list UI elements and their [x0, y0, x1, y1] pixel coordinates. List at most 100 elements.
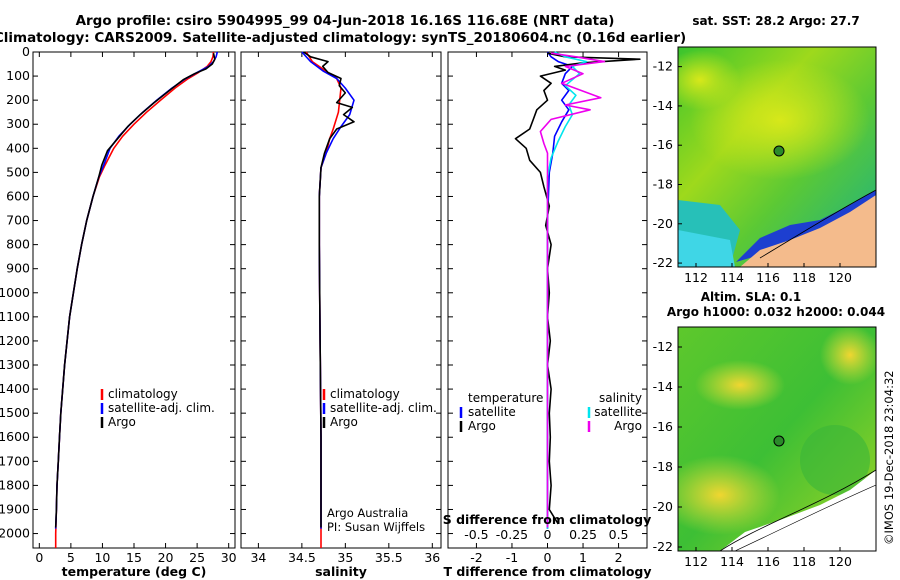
map-y-tick-label: -14 [653, 98, 673, 113]
x-tick-label: 0 [35, 550, 43, 565]
legend-label: Argo [614, 419, 642, 433]
x-tick-label: 2 [615, 550, 623, 565]
temperature-panel: 0 5 10 15 20 25 30 temperature (deg C) 0 100 200 30… [0, 44, 237, 579]
legend-label: satellite-adj. clim. [108, 401, 215, 415]
land-sst [740, 195, 876, 267]
map-x-tick-label: 114 [720, 554, 744, 569]
series-line-0 [54, 51, 215, 548]
y-tick-label: 200 [6, 92, 30, 107]
y-tick-label: 1200 [0, 333, 30, 348]
plot-frame [32, 51, 236, 549]
map-y-tick-label: -20 [653, 499, 673, 514]
argo-position-marker-sla [773, 435, 785, 447]
x-tick-label: 34.5 [288, 550, 316, 565]
legend-label: satellite [594, 405, 642, 419]
y-tick-label: 1600 [0, 429, 30, 444]
map-x-tick-label: 112 [684, 554, 708, 569]
credit: ©IMOS 19-Dec-2018 23:04:32 [882, 370, 896, 545]
y-tick-label: 1700 [0, 453, 30, 468]
salinity-annotation-2: PI: Susan Wijffels [327, 520, 425, 534]
x-tick-label: 35 [337, 550, 353, 565]
series-line-2 [546, 51, 588, 529]
series-line-1 [54, 51, 219, 529]
y-tick-label: 900 [6, 261, 30, 276]
map-x-tick-label: 118 [792, 554, 816, 569]
y-tick-label: 0 [22, 44, 30, 59]
y-tick-label: 1300 [0, 357, 30, 372]
legend-label: climatology [108, 387, 178, 401]
x-tick-label: 1 [579, 550, 587, 565]
legend-title-temperature: temperature [468, 391, 543, 405]
x-axis-label: salinity [315, 564, 367, 579]
x-tick-label: 20 [158, 550, 174, 565]
series-line-1 [301, 51, 355, 529]
salinity-panel: 34 34.5 35 35.5 36 salinity climatologysatelli… [240, 51, 442, 579]
y-tick-label: 700 [6, 213, 30, 228]
series-line-0 [305, 51, 342, 548]
x-axis-label: T difference from climatology [443, 564, 651, 579]
map-x-tick-label: 120 [828, 270, 852, 285]
map-x-tick-label: 120 [828, 554, 852, 569]
x-tick-label: -2 [470, 550, 482, 565]
x2-tick-label: -0.5 [464, 527, 488, 542]
series-line-1 [514, 52, 641, 525]
map-y-tick-label: -22 [653, 539, 673, 554]
x2-tick-label: 0.25 [569, 527, 597, 542]
map-x-tick-label: 112 [684, 270, 708, 285]
y-tick-label: 1100 [0, 309, 30, 324]
x2-tick-label: 0.5 [609, 527, 629, 542]
x-tick-label: -1 [506, 550, 518, 565]
sla-title2: Argo h1000: 0.032 h2000: 0.044 [667, 305, 885, 319]
x-tick-label: 25 [189, 550, 205, 565]
map-y-tick-label: -18 [653, 459, 673, 474]
series-line-2 [303, 51, 355, 528]
x-tick-label: 10 [94, 550, 110, 565]
map-x-tick-label: 114 [720, 270, 744, 285]
plot-frame [240, 51, 442, 549]
legend-label: Argo [330, 415, 358, 429]
y-tick-label: 2000 [0, 526, 30, 541]
x2-tick-label: 0 [544, 527, 552, 542]
legend-label: Argo [468, 419, 496, 433]
sla-title1: Altim. SLA: 0.1 [701, 290, 802, 304]
x-tick-label: 35.5 [375, 550, 403, 565]
series-line-0 [546, 51, 574, 529]
x-tick-label: 36 [424, 550, 440, 565]
y-tick-label: 600 [6, 188, 30, 203]
map-y-tick-label: -12 [653, 339, 673, 354]
y-tick-label: 500 [6, 164, 30, 179]
x-tick-label: 34 [250, 550, 266, 565]
x-tick-label: 15 [126, 550, 142, 565]
y-tick-label: 1500 [0, 405, 30, 420]
x-tick-label: 5 [67, 550, 75, 565]
y-tick-label: 100 [6, 68, 30, 83]
y-tick-label: 1800 [0, 477, 30, 492]
x-tick-label: 0 [544, 550, 552, 565]
legend-label: satellite-adj. clim. [330, 401, 437, 415]
land-sla [720, 470, 876, 551]
y-tick-label: 1400 [0, 381, 30, 396]
map-x-tick-label: 116 [756, 554, 780, 569]
salinity-annotation-1: Argo Australia [327, 506, 408, 520]
y-tick-label: 400 [6, 140, 30, 155]
sla-map: Altim. SLA: 0.1 Argo h1000: 0.032 h2000:… [653, 290, 886, 569]
legend-label: climatology [330, 387, 400, 401]
map-y-tick-label: -20 [653, 216, 673, 231]
map-y-tick-label: -16 [653, 419, 673, 434]
header-line1: Argo profile: csiro 5904995_99 04-Jun-20… [76, 13, 615, 29]
legend-label: satellite [468, 405, 516, 419]
y-tick-label: 1900 [0, 501, 30, 516]
series-line-2 [54, 53, 216, 528]
map-y-tick-label: -12 [653, 59, 673, 74]
map-x-tick-label: 118 [792, 270, 816, 285]
series-line-3 [539, 52, 606, 528]
map-x-tick-label: 116 [756, 270, 780, 285]
map-y-tick-label: -22 [653, 255, 673, 270]
argo-position-marker-sst [773, 145, 785, 157]
difference-panel: -2 -1 0 1 2T difference from climatology temp… [443, 51, 652, 579]
x2-tick-label: -0.25 [496, 527, 528, 542]
map-y-tick-label: -18 [653, 177, 673, 192]
y-tick-label: 1000 [0, 285, 30, 300]
x2-axis-label: S difference from climatology [443, 512, 652, 527]
